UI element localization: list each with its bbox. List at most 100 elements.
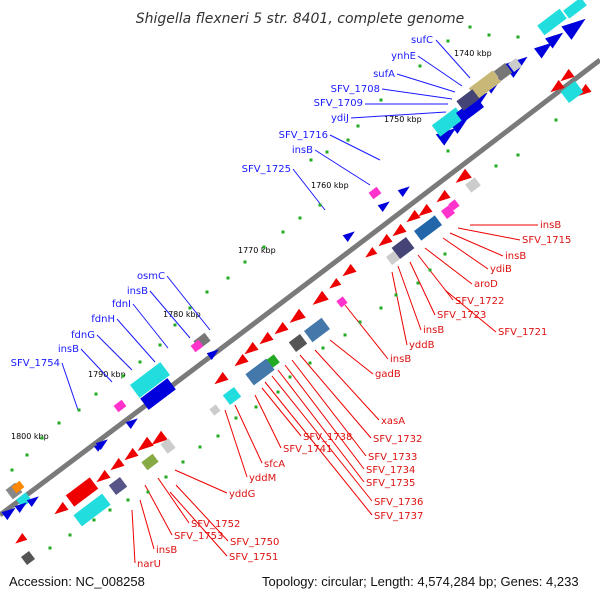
gene-box (209, 404, 221, 416)
plus-strand-gene (26, 496, 39, 507)
kbp-label: 1760 kbp (311, 181, 349, 190)
rna-tick-mark (516, 35, 520, 39)
callout-line (417, 55, 463, 87)
gene-label: SFV_1721 (498, 327, 547, 338)
callout-line (166, 275, 211, 331)
rna-tick-mark (394, 293, 398, 297)
gene-label: SFV_1716 (279, 130, 328, 141)
gene-box (391, 236, 415, 260)
rna-tick-mark (318, 203, 322, 207)
callout-line (314, 149, 371, 186)
rna-tick-mark (358, 320, 362, 324)
rna-tick-mark (254, 405, 258, 409)
callout-line (61, 362, 79, 411)
gene-label: yddM (249, 473, 276, 484)
rna-tick-mark (158, 343, 162, 347)
gene-label: insB (390, 354, 411, 365)
kbp-label: 1800 kbp (11, 432, 49, 441)
minus-strand-gene (418, 203, 433, 217)
rna-tick-mark (418, 64, 422, 68)
gene-label: sufA (373, 69, 395, 80)
gene-label: ydiB (490, 264, 512, 275)
gene-box (160, 438, 176, 454)
insertion-box (440, 204, 456, 220)
minus-strand-gene (455, 168, 472, 183)
mobile-element-box (130, 362, 170, 398)
gene-box (414, 215, 442, 241)
callout-line (314, 349, 380, 421)
rna-tick-mark (446, 149, 450, 153)
gene-label: SFV_1750 (230, 537, 279, 548)
gene-label: SFV_1734 (366, 465, 415, 476)
rna-tick-mark (276, 390, 280, 394)
rna-tick-mark (468, 25, 472, 29)
minus-strand-gene (392, 223, 407, 237)
mobile-element-box (537, 8, 567, 36)
minus-strand-gene (124, 447, 139, 461)
gene-label: fdnH (91, 314, 115, 325)
gene-label: SFV_1709 (314, 98, 363, 109)
gene-label: insB (127, 286, 148, 297)
rna-tick-mark (181, 460, 185, 464)
plus-strand-gene (1, 507, 16, 521)
gene-label: fdnI (112, 299, 131, 310)
rna-tick-mark (57, 421, 61, 425)
callout-line (169, 491, 228, 557)
rna-tick-mark (379, 98, 383, 102)
rna-tick-mark (164, 475, 168, 479)
gene-box (304, 317, 330, 343)
gene-label: SFV_1753 (174, 531, 223, 542)
rna-tick-mark (108, 508, 112, 512)
callout-line (457, 227, 521, 241)
gene-box (456, 89, 480, 111)
callout-line (292, 168, 326, 211)
gene-label: insB (505, 251, 526, 262)
gene-box (288, 333, 308, 353)
rna-tick-mark (10, 468, 14, 472)
callout-line (132, 303, 169, 349)
gene-label: SFV_1754 (11, 358, 60, 369)
gene-label: SFV_1741 (283, 444, 332, 455)
rna-tick-mark (48, 546, 52, 550)
callout-line (271, 375, 373, 502)
callout-line (424, 247, 473, 285)
kbp-label: 1790 kbp (88, 370, 126, 379)
kbp-label: 1780 kbp (163, 310, 201, 319)
plus-strand-labels: sufC ynhE sufA SFV_1708 SFV_1709 ydiJ SF… (11, 35, 433, 369)
rna-tick-mark (205, 290, 209, 294)
rna-tick-mark (234, 416, 238, 420)
kbp-label: 1740 kbp (454, 49, 492, 58)
minus-strand-gene (137, 436, 154, 451)
gene-label: yddG (229, 489, 255, 500)
genome-backbone (0, 58, 600, 517)
minus-strand-gene (15, 533, 28, 544)
mobile-element-box (563, 0, 587, 19)
rna-tick-mark (446, 39, 450, 43)
mobile-element-box (16, 492, 32, 508)
callout-line (391, 271, 408, 346)
gene-label: insB (540, 220, 561, 231)
callout-line (149, 290, 191, 339)
gene-box (245, 358, 275, 386)
plus-strand-gene (14, 502, 27, 513)
rna-tick-mark (309, 158, 313, 162)
gene-box (493, 62, 513, 82)
rna-tick-mark (138, 360, 142, 364)
callout-line (291, 359, 367, 457)
plus-strand-gene (456, 97, 484, 123)
callout-line (409, 261, 436, 316)
rna-tick-mark (226, 276, 230, 280)
rna-tick-mark (343, 333, 347, 337)
gene-box (11, 480, 25, 494)
rna-tick-mark (321, 346, 325, 350)
callout-line (224, 409, 248, 478)
callout-line (329, 339, 374, 375)
gene-label: insB (156, 545, 177, 556)
minus-strand-gene (436, 189, 451, 203)
rna-tick-mark (94, 392, 98, 396)
mobile-element-box (222, 386, 242, 406)
minus-strand-gene (560, 68, 575, 82)
callout-line (396, 73, 456, 93)
gene-label: insB (292, 145, 313, 156)
